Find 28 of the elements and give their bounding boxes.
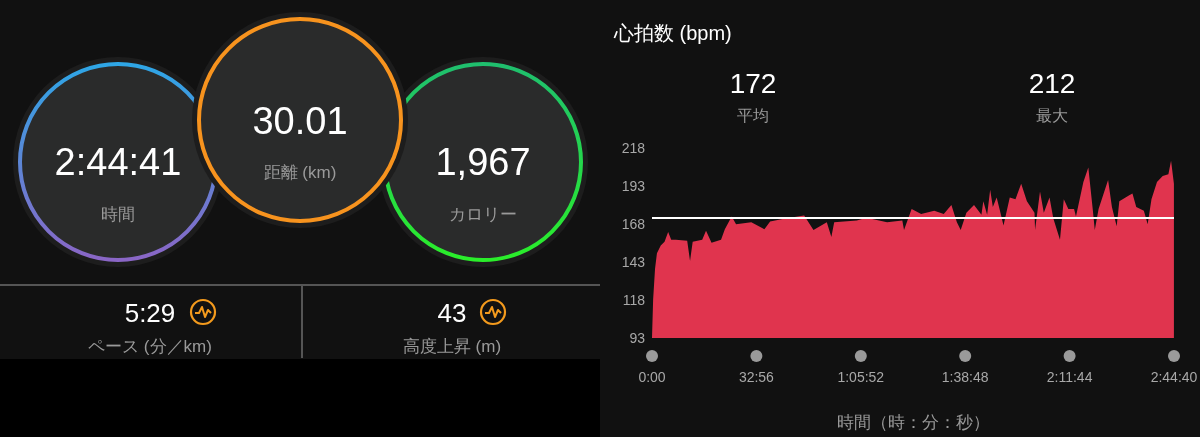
text: 時間 — [101, 205, 135, 224]
text: カロリー — [449, 205, 517, 224]
y-tick-label: 193 — [621, 178, 646, 194]
text: ペース (分／km) — [88, 337, 212, 356]
text: 43 — [437, 298, 467, 328]
x-tick-label: 1:05:52 — [837, 369, 885, 385]
y-tick-label: 93 — [629, 330, 646, 346]
x-tick-label: 0:00 — [638, 369, 666, 385]
chart-title: 心拍数 (bpm) — [613, 22, 732, 44]
text: 平均 — [737, 107, 769, 124]
text: 172 — [729, 68, 777, 99]
text: 1,967 — [435, 141, 531, 183]
text: 5:29 — [124, 298, 176, 328]
y-tick-label: 143 — [621, 254, 646, 270]
x-tick-label: 2:11:44 — [1046, 369, 1093, 385]
text: 212 — [1028, 68, 1076, 99]
y-tick-label: 168 — [621, 216, 646, 232]
x-tick-label: 32:56 — [738, 369, 775, 385]
text: 高度上昇 (m) — [402, 337, 502, 356]
text: 最大 — [1036, 107, 1068, 124]
x-tick-label: 2:44:40 — [1150, 369, 1198, 385]
text: 2:44:41 — [54, 141, 182, 183]
x-axis-title: 時間（時：分：秒） — [836, 413, 990, 432]
x-tick-label: 1:38:48 — [941, 369, 989, 385]
y-tick-label: 118 — [622, 292, 646, 308]
text: 距離 (km) — [263, 163, 337, 182]
text: 30.01 — [252, 100, 348, 142]
y-tick-label: 218 — [621, 140, 646, 156]
